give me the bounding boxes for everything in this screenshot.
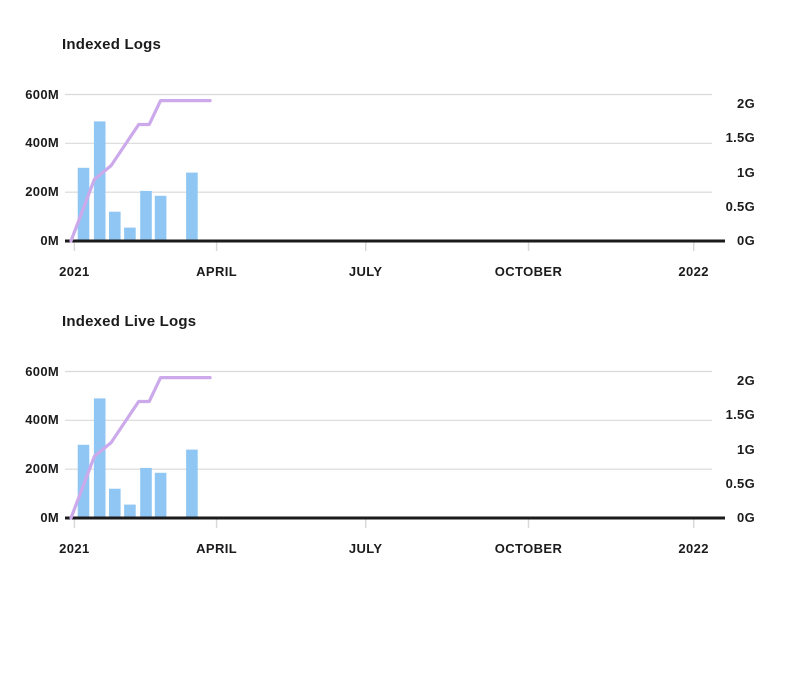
y-axis-label-right: 0.5G [725, 475, 755, 491]
cumulative-line [69, 99, 212, 243]
plot-canvas [65, 370, 725, 528]
chart-indexed-live-logs: Indexed Live Logs 0M 200M 400M 600M 0G 0.5G 1G… [0, 305, 800, 575]
x-axis-label: 2022 [678, 541, 709, 556]
bar [93, 121, 106, 241]
bar [154, 195, 167, 241]
y-axis-label-left: 200M [25, 461, 59, 477]
chart-title: Indexed Logs [62, 36, 162, 53]
y-axis-label-right: 1G [737, 164, 755, 180]
bar [154, 472, 167, 518]
x-axis-label: 2021 [59, 541, 90, 556]
chart-indexed-logs: Indexed Logs 0M 200M 400M 600M 0G 0.5G 1G 1.5G 2… [0, 28, 800, 298]
bar [124, 227, 136, 241]
x-axis-label: OCTOBER [494, 264, 563, 279]
bar [109, 211, 121, 241]
y-axis-label-left: 0M [40, 510, 59, 525]
y-axis-label-left: 200M [25, 184, 59, 200]
plot-canvas [65, 93, 725, 251]
y-axis-label-left: 400M [25, 135, 59, 151]
bar [109, 488, 121, 518]
y-axis-label-right: 0G [737, 233, 755, 248]
chart-title: Indexed Live Logs [62, 313, 197, 330]
bar [140, 190, 152, 241]
y-axis-label-right: 1.5G [725, 130, 755, 146]
x-axis-label: APRIL [196, 541, 238, 556]
x-axis-label: 2021 [59, 264, 90, 279]
y-axis-label-left: 0M [40, 233, 59, 248]
y-axis-label-left: 400M [25, 412, 59, 428]
bar [186, 449, 198, 518]
x-axis-label: OCTOBER [494, 541, 563, 556]
y-axis-label-left: 600M [25, 86, 59, 102]
y-axis-label-right: 1G [737, 441, 755, 457]
bar [124, 504, 136, 518]
cumulative-line [69, 376, 212, 520]
y-axis-label-left: 600M [25, 363, 59, 379]
x-axis-label: APRIL [196, 264, 238, 279]
y-axis-label-right: 2G [737, 96, 755, 111]
x-axis-label: 2022 [678, 264, 709, 279]
y-axis-label-right: 0.5G [725, 198, 755, 214]
x-axis-label: JULY [348, 541, 383, 556]
y-axis-label-right: 2G [737, 373, 755, 388]
bar [140, 467, 152, 518]
y-axis-label-right: 0G [737, 510, 755, 525]
bar [186, 172, 198, 241]
bar [93, 398, 106, 518]
y-axis-label-right: 1.5G [725, 407, 755, 423]
x-axis-label: JULY [348, 264, 383, 279]
